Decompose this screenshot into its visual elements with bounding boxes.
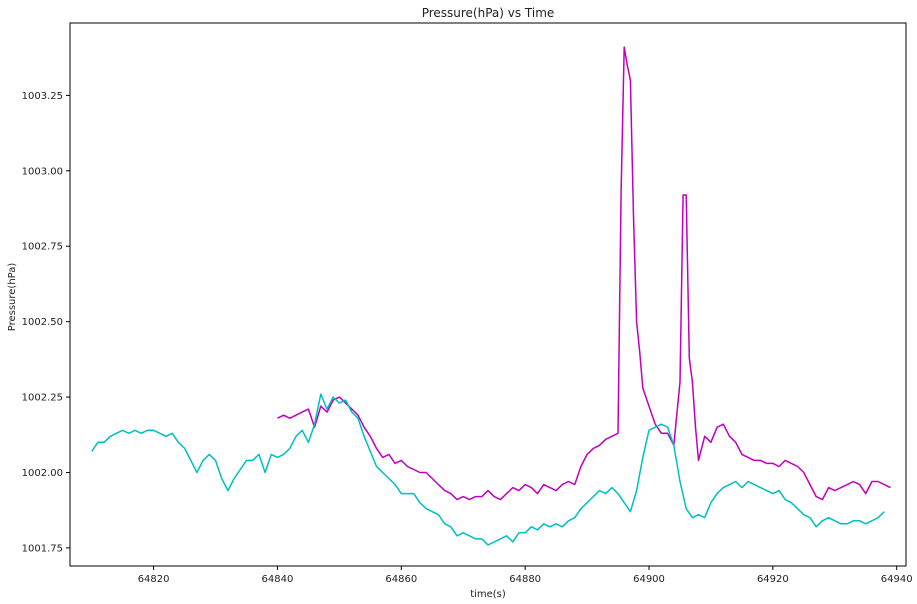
x-tick-label: 64880 — [509, 574, 541, 585]
plot-frame — [69, 22, 907, 567]
y-axis-title: Pressure(hPa) — [7, 263, 18, 332]
axes-layer: 64820 64840 64860 64880 64900 64920 64940 1001.… — [22, 22, 913, 585]
y-tick-label: 1002.75 — [22, 242, 63, 253]
plot-background — [70, 23, 906, 566]
x-tick-label: 64940 — [881, 574, 913, 585]
y-tick-label: 1002.25 — [22, 393, 63, 404]
x-tick-label: 64820 — [138, 574, 170, 585]
y-tick-label: 1003.00 — [22, 166, 63, 177]
x-tick-label: 64840 — [262, 574, 294, 585]
x-tick-label: 64920 — [757, 574, 789, 585]
y-tick-label: 1001.75 — [22, 543, 63, 554]
y-tick-label: 1002.00 — [22, 468, 63, 479]
series-layer — [91, 46, 891, 546]
series-line-2 — [91, 393, 885, 546]
series-line-1 — [277, 46, 891, 501]
chart-title: Pressure(hPa) vs Time — [422, 6, 555, 20]
y-tick-label: 1003.25 — [22, 91, 63, 102]
y-tick-label: 1002.50 — [22, 317, 63, 328]
x-axis-title: time(s) — [470, 589, 506, 600]
x-tick-label: 64860 — [385, 574, 417, 585]
plot-area — [70, 23, 906, 566]
x-tick-label: 64900 — [633, 574, 665, 585]
